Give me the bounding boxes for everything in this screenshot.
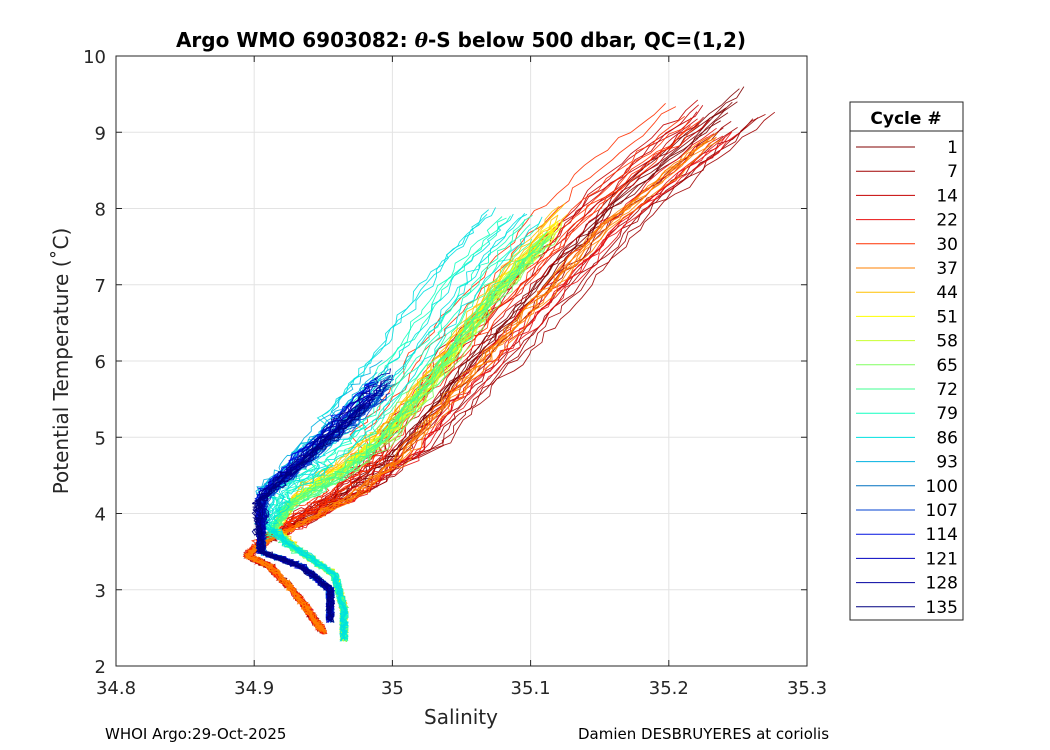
y-tick-label: 3 [95,581,106,602]
legend-label-44: 44 [936,283,958,303]
legend-label-93: 93 [936,453,958,473]
legend-label-114: 114 [926,525,958,545]
legend-label-30: 30 [936,235,958,255]
legend-label-86: 86 [936,428,958,448]
x-axis-label: Salinity [424,705,498,729]
x-tick-label: 34.8 [96,678,136,699]
profile-line-cycle-135 [252,408,366,623]
profile-line-cycle-37 [246,137,717,633]
legend-label-121: 121 [926,549,958,569]
y-axis-label: Potential Temperature (˚C) [49,228,73,495]
data-lines [242,86,776,642]
y-tick-label: 6 [95,352,106,373]
legend-title: Cycle # [870,109,941,129]
y-tick-label: 8 [95,200,106,221]
legend-label-7: 7 [947,162,958,182]
legend-label-135: 135 [926,598,958,618]
legend-label-72: 72 [936,380,958,400]
chart-title: Argo WMO 6903082: θ-S below 500 dbar, QC… [176,28,746,52]
y-tick-label: 4 [95,505,106,526]
x-tick-label: 35.2 [649,678,689,699]
x-tick-label: 34.9 [234,678,274,699]
title-suffix: -S below 500 dbar, QC=(1,2) [428,28,746,52]
axis-ticks: 34.8 34.9 35 35.1 35.2 35.3 2 3 4 5 6 7 8 9 10 [83,47,827,699]
legend-label-37: 37 [936,259,958,279]
y-tick-label: 5 [95,428,106,449]
profile-line-cycle-37 [243,139,722,632]
x-tick-label: 35 [381,678,404,699]
footer-right-text: Damien DESBRUYERES at coriolis [578,725,830,743]
legend-label-128: 128 [926,574,958,594]
legend-label-14: 14 [936,186,958,206]
legend-label-22: 22 [936,211,958,231]
legend-label-58: 58 [936,332,958,352]
legend-box [849,101,964,621]
legend-label-65: 65 [936,356,958,376]
x-tick-label: 35.3 [787,678,827,699]
title-theta: θ [415,28,429,52]
legend-label-100: 100 [926,477,958,497]
profile-line-cycle-86 [264,213,528,642]
profile-line-cycle-86 [259,207,497,641]
y-tick-label: 2 [95,657,106,678]
profile-line-cycle-30 [245,120,701,635]
x-tick-label: 35.1 [511,678,551,699]
footer-left-text: WHOI Argo:29-Oct-2025 [105,725,287,743]
legend-label-107: 107 [926,501,958,521]
legend-label-79: 79 [936,404,958,424]
y-tick-label: 10 [83,47,106,68]
legend: Cycle # 1 7 14 22 30 37 44 51 58 65 72 79 86 93 100 107… [849,101,964,621]
title-prefix: Argo WMO 6903082: [176,28,415,52]
y-tick-label: 7 [95,276,106,297]
legend-label-51: 51 [936,307,958,327]
profile-line-cycle-135 [251,406,361,623]
legend-label-1: 1 [947,138,958,158]
y-tick-label: 9 [95,123,106,144]
